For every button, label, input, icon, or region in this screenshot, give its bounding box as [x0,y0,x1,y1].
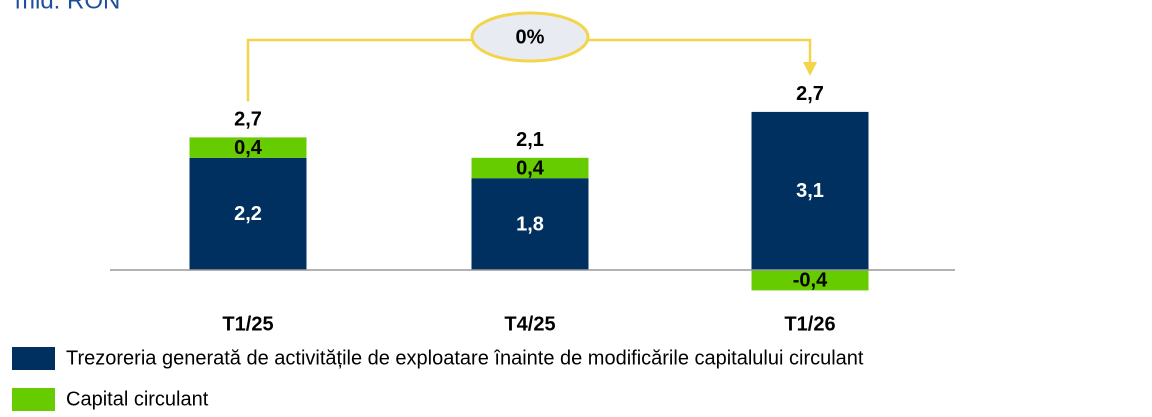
x-tick-label: T4/25 [504,313,555,335]
data-label: 0,4 [516,157,545,179]
data-label: 0,4 [234,137,263,159]
data-label: 3,1 [796,180,824,202]
annotation-bubble [470,11,590,63]
bar-segment [189,157,307,270]
data-label: -0,4 [793,269,828,291]
data-label: 1,8 [516,213,544,235]
bar-segment [189,137,307,158]
legend-swatch [12,388,55,411]
legend-label: Trezoreria generată de activitățile de e… [66,347,864,369]
chart-subtitle: mld. RON [15,0,120,14]
total-label: 2,7 [234,109,262,131]
legend-label: Capital circulant [66,388,209,410]
total-label: 2,1 [516,129,544,151]
bar-segment [471,157,589,179]
x-tick-label: T1/26 [784,313,835,335]
legend-swatch [12,347,55,370]
bar-segment [751,111,869,271]
x-tick-label: T1/25 [222,313,273,335]
arrow-head [803,62,817,76]
bar-segment [471,178,589,270]
total-label: 2,7 [796,83,824,105]
bar-segment [751,270,869,291]
annotation-text: 0% [516,26,545,48]
data-label: 2,2 [234,203,262,225]
